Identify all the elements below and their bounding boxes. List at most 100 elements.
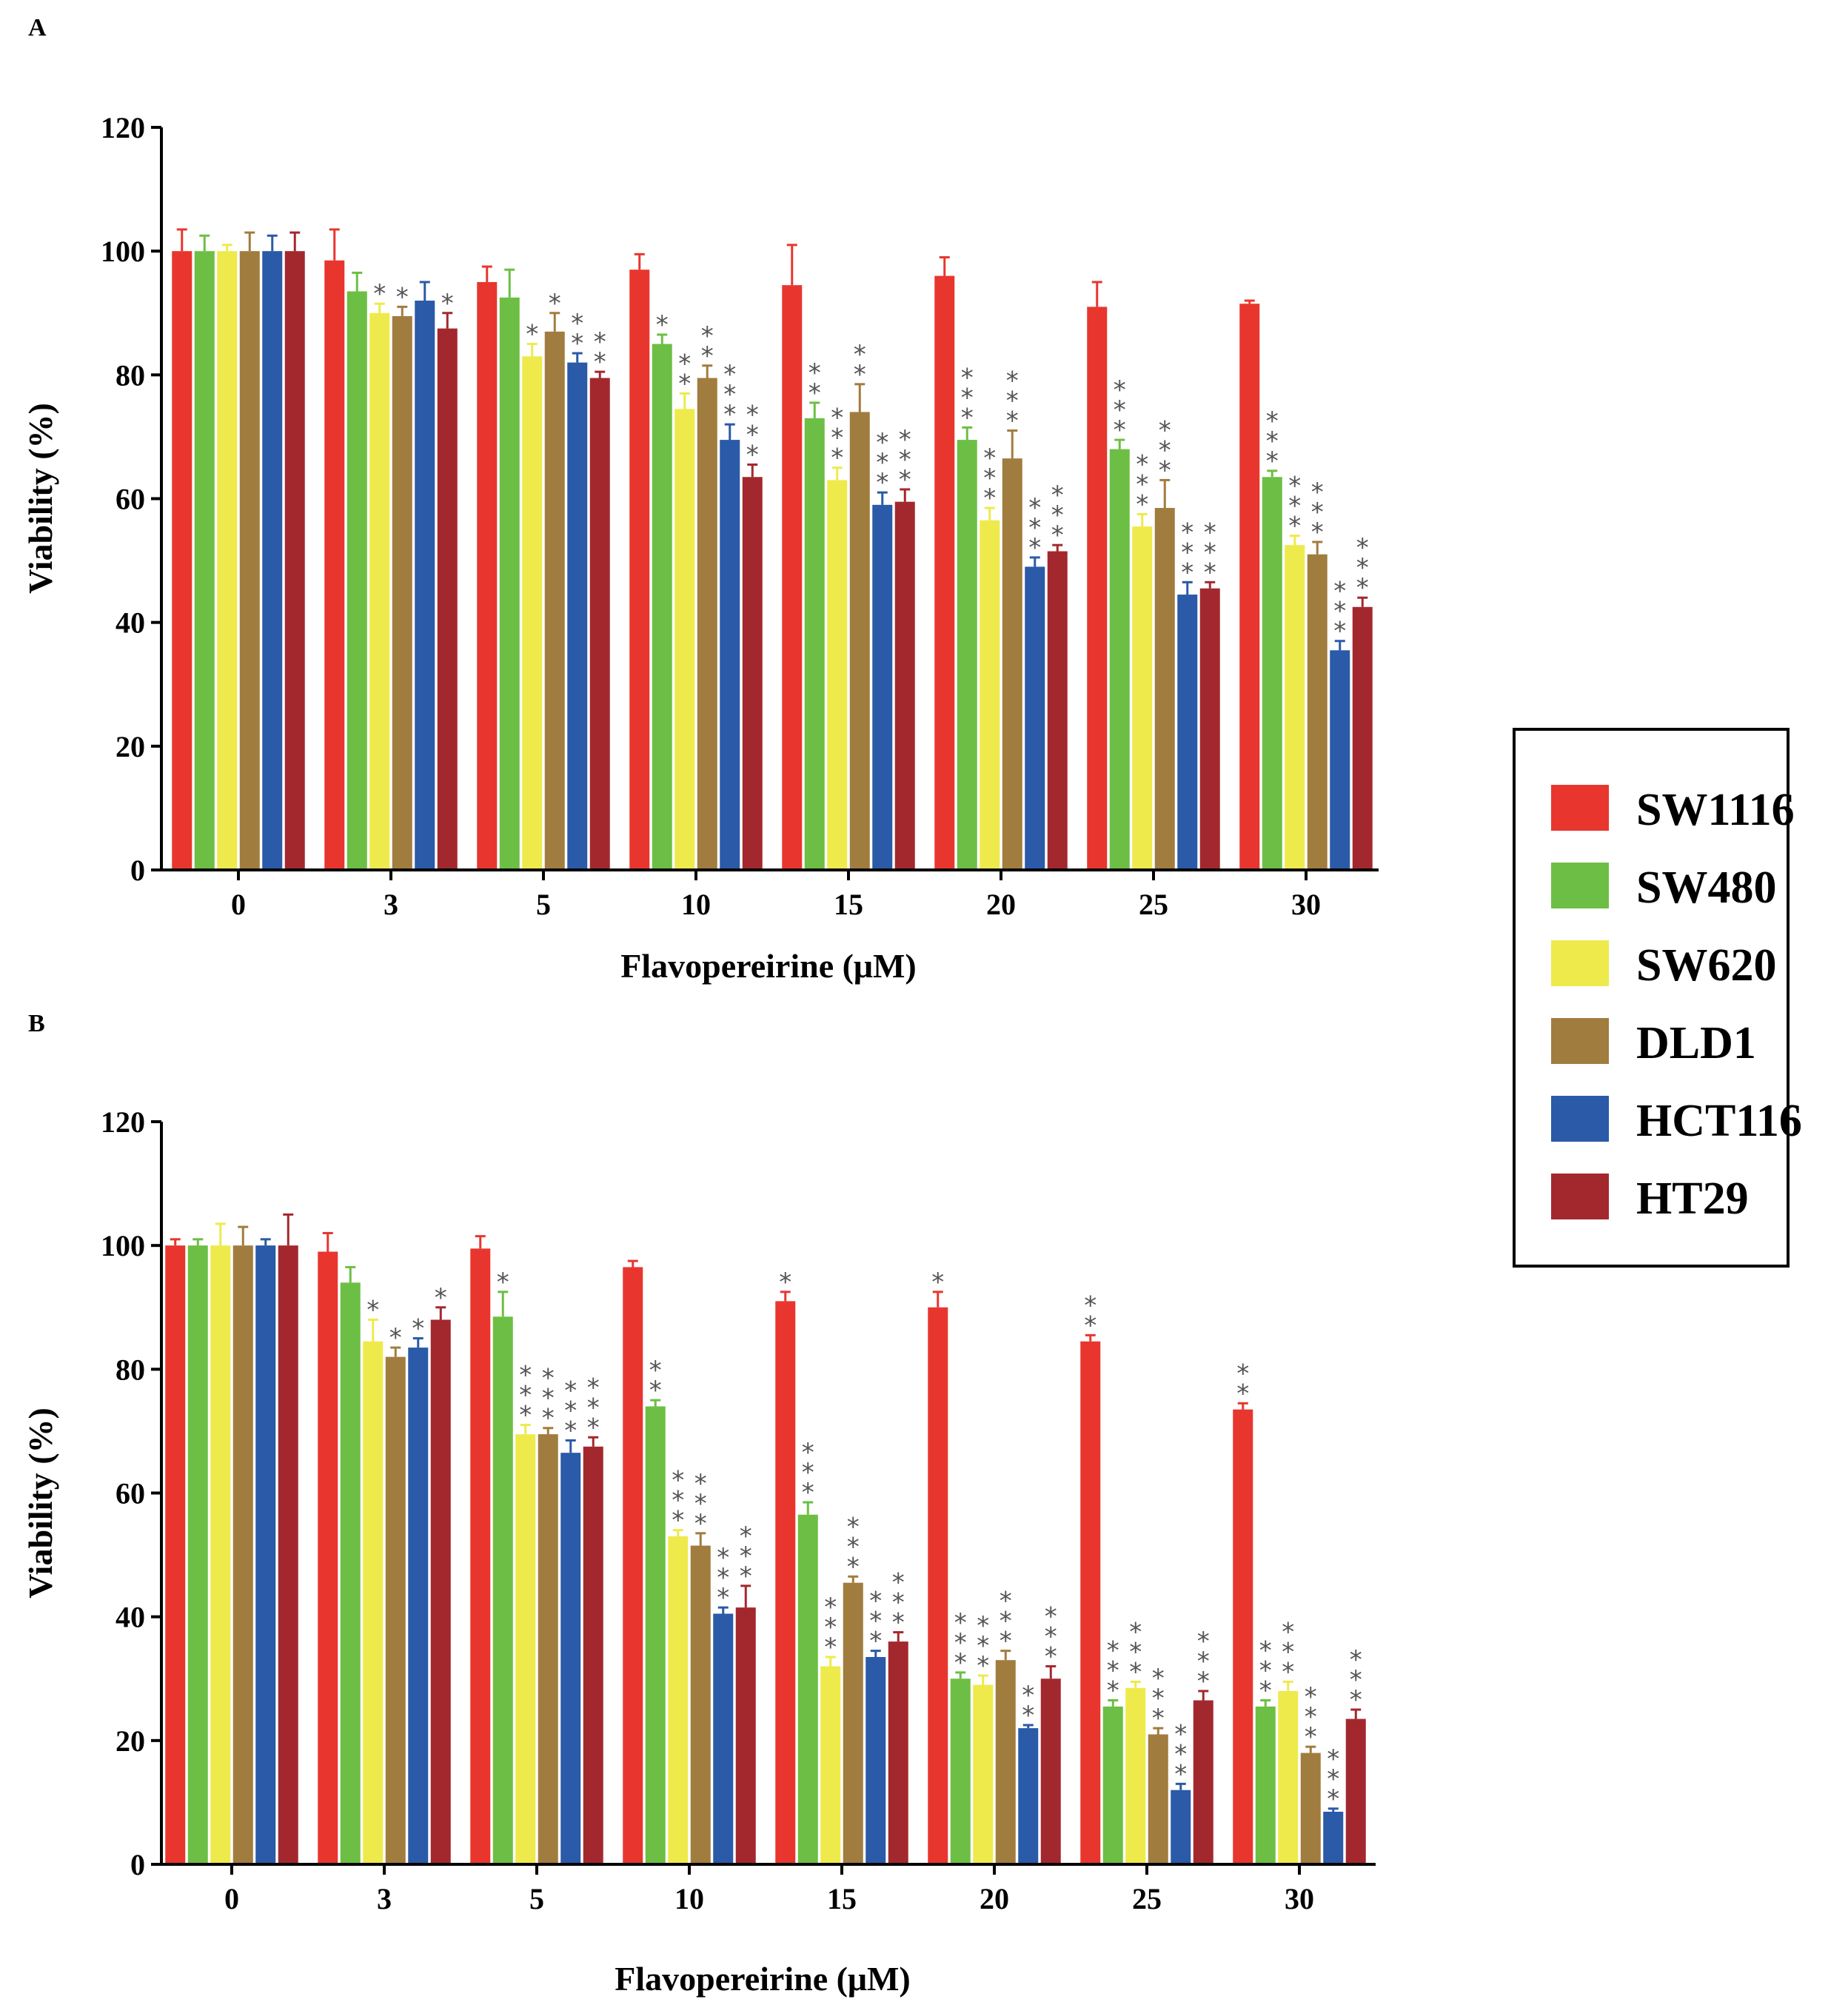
- panel-b-star-dld1-10: *: [694, 1469, 707, 1499]
- panel-a-bar-sw1116-25: [1087, 307, 1108, 870]
- panel-b-star-dld1-30: *: [1305, 1702, 1317, 1732]
- panel-a-star-hct116-20: *: [1028, 513, 1041, 543]
- panel-b-star-hct116-10: *: [717, 1543, 729, 1573]
- panel-a-bar-ht29-25: [1199, 588, 1220, 870]
- panel-a-bar-sw1116-0: [172, 251, 192, 871]
- panel-a-star-hct116-25: *: [1181, 558, 1194, 587]
- legend: SW1116 SW480 SW620 DLD1 HCT116 HT29: [1513, 728, 1802, 1268]
- panel-b-star-dld1-25: *: [1152, 1684, 1165, 1713]
- legend-swatch-sw620: [1551, 940, 1609, 986]
- panel-a: A ***************************** *********…: [21, 14, 1379, 985]
- panel-a-star-hct116-10: *: [723, 360, 736, 389]
- panel-b-star-hct116-30: *: [1327, 1744, 1339, 1774]
- panel-a-x-tick-label: 30: [1291, 888, 1321, 921]
- panel-b-star-sw480-15: *: [802, 1458, 814, 1487]
- panel-b-bar-sw620-0: [210, 1245, 231, 1864]
- panel-b-star-sw620-10: *: [672, 1466, 684, 1496]
- panel-a-star-ht29-25: *: [1204, 518, 1216, 547]
- panel-b-star-ht29-15: *: [892, 1608, 905, 1638]
- panel-a-bar-sw620-25: [1132, 526, 1153, 870]
- panel-b-star-ht29-30: *: [1350, 1665, 1362, 1695]
- panel-b-bar-ht29-30: [1345, 1718, 1366, 1864]
- panel-b-star-sw1116-30: *: [1236, 1359, 1249, 1388]
- panel-b-bar-sw620-15: [820, 1666, 841, 1864]
- panel-a-star-dld1-20: *: [1006, 406, 1019, 436]
- panel-b-star-sw620-30: *: [1282, 1657, 1294, 1687]
- panel-b-star-hct116-25: *: [1174, 1719, 1187, 1749]
- panel-a-star-sw620-25: *: [1136, 489, 1148, 519]
- panel-a-star-ht29-10: *: [746, 421, 759, 450]
- panel-b-star-sw620-5: *: [519, 1361, 532, 1390]
- panel-b-star-sw620-15: *: [824, 1613, 837, 1642]
- panel-a-star-hct116-5: *: [571, 329, 583, 358]
- panel-a-y-tick-label: 100: [101, 235, 145, 268]
- panel-b-star-hct116-20: *: [1022, 1701, 1034, 1730]
- legend-label-ht29: HT29: [1636, 1174, 1749, 1224]
- panel-b-bar-ht29-15: [888, 1641, 908, 1864]
- panel-a-bar-sw620-30: [1285, 545, 1305, 870]
- panel-a-star-ht29-3: *: [441, 289, 454, 318]
- panel-a-star-hct116-25: *: [1181, 518, 1194, 547]
- panel-a-star-sw480-30: *: [1266, 406, 1279, 436]
- panel-a-bar-sw1116-10: [629, 270, 650, 870]
- panel-a-star-ht29-30: *: [1356, 553, 1369, 583]
- panel-b-bar-ht29-5: [583, 1446, 603, 1864]
- panel-a-star-sw620-30: *: [1288, 492, 1301, 521]
- panel-a-bar-sw1116-5: [477, 281, 498, 870]
- panel-b-bar-sw480-30: [1255, 1706, 1276, 1864]
- panel-b-star-dld1-25: *: [1152, 1704, 1165, 1733]
- panel-b-bar-hct116-3: [408, 1348, 429, 1864]
- panel-a-bar-hct116-0: [262, 251, 283, 871]
- panel-a-bar-sw480-5: [499, 297, 520, 871]
- panel-b-bar-sw620-30: [1278, 1690, 1299, 1864]
- panel-a-y-tick-label: 40: [116, 606, 145, 640]
- panel-b-bar-dld1-15: [843, 1582, 863, 1864]
- panel-a-star-dld1-30: *: [1311, 498, 1324, 527]
- panel-b-star-hct116-20: *: [1022, 1681, 1034, 1710]
- panel-b-star-sw620-5: *: [519, 1401, 532, 1430]
- panel-a-bar-ht29-15: [894, 501, 915, 870]
- panel-b-star-sw480-25: *: [1107, 1656, 1119, 1686]
- panel-b-star-ht29-10: *: [740, 1522, 752, 1551]
- panel-a-star-dld1-15: *: [854, 340, 866, 369]
- panel-b-star-sw480-30: *: [1259, 1636, 1272, 1666]
- panel-b-star-dld1-10: *: [694, 1509, 707, 1539]
- panel-b-star-sw620-25: *: [1129, 1637, 1142, 1667]
- panel-b-bar-sw480-10: [645, 1406, 666, 1864]
- panel-b: B * *************************************…: [21, 1010, 1376, 1998]
- panel-b-star-dld1-15: *: [847, 1552, 860, 1581]
- panel-b-star-sw480-25: *: [1107, 1636, 1119, 1666]
- panel-b-bar-sw1116-5: [470, 1248, 491, 1864]
- panel-a-star-sw620-10: *: [678, 349, 691, 378]
- panel-a-star-ht29-20: *: [1051, 501, 1064, 530]
- panel-a-y-axis-title: Viability (%): [21, 403, 59, 594]
- panel-a-star-dld1-30: *: [1311, 478, 1324, 507]
- panel-b-bar-hct116-20: [1018, 1728, 1039, 1864]
- panel-a-star-dld1-10: *: [701, 321, 714, 351]
- panel-b-star-sw480-10: *: [649, 1356, 662, 1385]
- panel-a-x-tick-label: 0: [231, 888, 246, 921]
- panel-b-x-tick-label: 10: [674, 1882, 704, 1915]
- panel-b-star-ht29-25: *: [1197, 1647, 1210, 1676]
- panel-b-y-tick-label: 60: [116, 1477, 145, 1510]
- panel-a-bar-dld1-10: [697, 378, 717, 870]
- panel-b-star-sw620-10: *: [672, 1486, 684, 1516]
- panel-a-star-hct116-25: *: [1181, 538, 1194, 567]
- panel-b-bar-sw1116-20: [928, 1307, 948, 1864]
- panel-b-star-sw620-30: *: [1282, 1617, 1294, 1647]
- panel-b-star-dld1-20: *: [1000, 1587, 1012, 1616]
- panel-b-bar-sw620-25: [1125, 1687, 1146, 1864]
- panel-b-star-hct116-5: *: [564, 1416, 577, 1445]
- panel-b-plot: * * * * * * * * * * * * * * * * * * * * * * * * * * * * * * * * * * * * * * * *…: [101, 1105, 1376, 1915]
- panel-b-bar-dld1-0: [232, 1245, 253, 1864]
- panel-b-bar-sw480-5: [492, 1316, 513, 1864]
- panel-a-letter: A: [28, 14, 47, 41]
- panel-b-bar-sw1116-15: [775, 1301, 796, 1864]
- panel-b-star-sw1116-20: *: [931, 1268, 944, 1297]
- legend-swatch-ht29: [1551, 1174, 1609, 1219]
- panel-a-bar-dld1-3: [392, 315, 412, 870]
- panel-b-star-dld1-5: *: [542, 1404, 555, 1433]
- panel-b-bar-ht29-20: [1040, 1678, 1061, 1864]
- panel-b-star-sw620-20: *: [977, 1611, 989, 1641]
